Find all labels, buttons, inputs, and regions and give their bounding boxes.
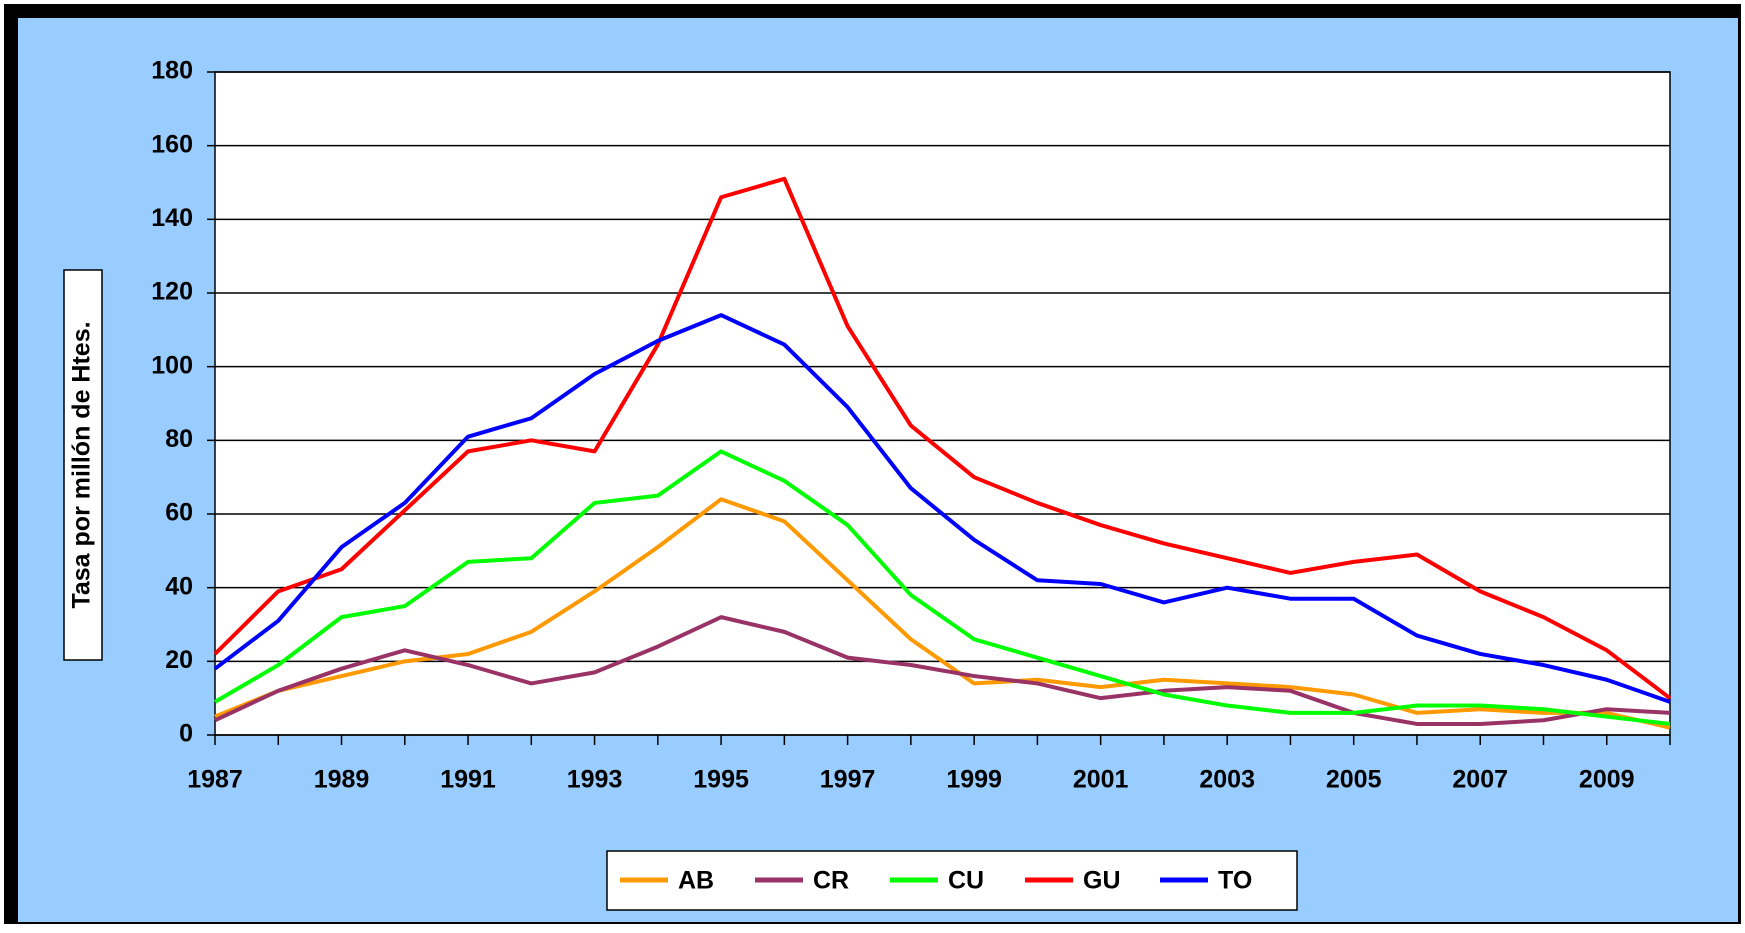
x-tick-label: 1987 xyxy=(187,766,243,794)
legend-label: GU xyxy=(1083,867,1121,895)
x-tick-label: 2005 xyxy=(1326,766,1382,794)
y-tick-label: 140 xyxy=(151,204,193,232)
y-tick-label: 80 xyxy=(165,425,193,453)
y-label-box xyxy=(63,269,103,661)
x-tick-label: 1997 xyxy=(820,766,876,794)
x-tick-label: 2009 xyxy=(1579,766,1635,794)
legend-label: CR xyxy=(813,867,849,895)
x-tick-label: 2003 xyxy=(1199,766,1255,794)
legend-label: CU xyxy=(948,867,984,895)
y-tick-label: 180 xyxy=(151,57,193,85)
x-tick-label: 1995 xyxy=(693,766,749,794)
plot-area xyxy=(214,71,1671,736)
y-tick-label: 20 xyxy=(165,646,193,674)
legend-label: AB xyxy=(678,867,714,895)
x-tick-label: 2007 xyxy=(1452,766,1508,794)
y-tick-label: 0 xyxy=(179,720,193,748)
series-line xyxy=(214,615,1671,726)
x-tick-label: 1993 xyxy=(567,766,623,794)
series-line xyxy=(213,449,1671,726)
y-tick-label: 100 xyxy=(151,351,193,379)
x-tick-label: 2001 xyxy=(1073,766,1129,794)
x-tick-label: 1989 xyxy=(314,766,370,794)
y-tick-label: 60 xyxy=(165,499,193,527)
x-tick-label: 1999 xyxy=(946,766,1002,794)
y-tick-label: 160 xyxy=(151,130,193,158)
y-tick-label: 40 xyxy=(165,572,193,600)
series-line xyxy=(213,176,1672,700)
x-tick-label: 1991 xyxy=(440,766,496,794)
series-line xyxy=(213,313,1671,704)
y-axis-label: Tasa por millón de Htes. xyxy=(68,321,96,608)
legend-label: TO xyxy=(1218,867,1252,895)
series-line xyxy=(214,497,1671,730)
y-tick-label: 120 xyxy=(151,278,193,306)
